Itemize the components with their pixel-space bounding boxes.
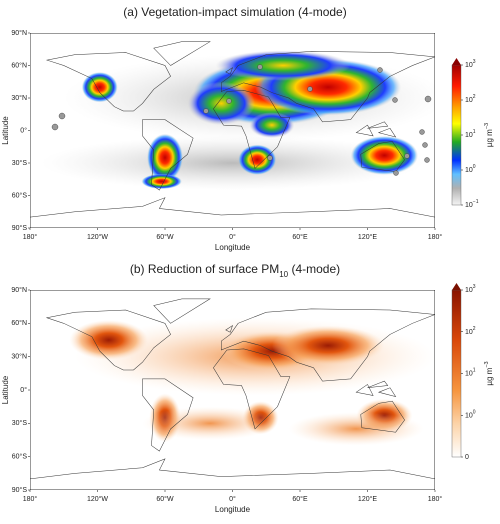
colorbar-tick-label: 102 [465,94,476,104]
text-part: 10 [465,329,473,336]
colorbar-label: µg m−3 [484,361,494,385]
text-script: −3 [484,361,490,367]
text-part: 10 [465,97,473,104]
map-b [30,290,435,490]
colorbar [451,289,462,458]
text-script: 3 [473,284,476,290]
text-script: 0 [473,410,476,416]
y-tick-label: 30°N [11,353,27,361]
y-tick-label: 30°N [11,94,27,102]
y-tick-label: 90°N [11,29,27,37]
y-axis-label: Latitude [1,116,10,145]
x-tick-label: 180° [23,233,38,241]
colorbar-tick-label: 0 [465,454,469,461]
text-part: 10 [465,287,473,294]
x-tick-label: 120°E [358,233,377,241]
y-tick-label: 60°S [12,453,28,461]
y-tick-label: 0° [20,126,27,134]
text-script: 2 [473,94,476,100]
colorbar-arrow [452,283,461,290]
y-tick-label: 60°S [12,191,28,199]
y-tick-label: 60°N [11,319,27,327]
y-axis-label: Latitude [1,375,10,404]
colorbar-tick-label: 103 [465,59,476,69]
x-axis-label: Longitude [215,505,251,514]
text-part: 0 [465,454,469,461]
colorbar-tick-label: 102 [465,326,476,336]
colorbar-tick-label: 100 [465,410,476,420]
x-axis-label: Longitude [215,243,251,252]
colorbar-arrow [452,58,461,65]
text-script: 3 [473,59,476,65]
y-tick-label: 30°S [12,159,28,167]
x-tick-label: 60°W [156,495,174,503]
x-tick-label: 60°E [292,233,308,241]
y-tick-label: 0° [20,386,27,394]
colorbar-tick-label: 101 [465,129,476,139]
panel-title: (b) Reduction of surface PM10 (4-mode) [130,262,340,278]
text-part: 10 [465,370,473,377]
text-script: 2 [473,326,476,332]
text-part: 10 [465,202,473,209]
x-tick-label: 120°W [87,233,108,241]
text-part: µg m [485,367,494,385]
x-tick-label: 60°W [156,233,174,241]
y-tick-label: 60°N [11,61,27,69]
y-tick-label: 90°N [11,286,27,294]
y-tick-label: 30°S [12,419,28,427]
text-part: 10 [465,412,473,419]
text-script: −3 [484,123,490,129]
x-tick-label: 0° [229,495,236,503]
text-script: 10 [279,270,288,279]
text-script: 1 [473,129,476,135]
text-part: (b) Reduction of surface PM [130,262,279,276]
panel-title: (a) Vegetation-impact simulation (4-mode… [123,5,346,19]
text-script: 0 [473,164,476,170]
text-part: 10 [465,167,473,174]
x-tick-label: 120°W [87,495,108,503]
x-tick-label: 180° [428,495,443,503]
y-tick-label: 90°S [12,224,28,232]
text-part: 10 [465,62,473,69]
x-tick-label: 180° [23,495,38,503]
colorbar [451,64,462,206]
x-tick-label: 0° [229,233,236,241]
text-script: −1 [473,199,479,205]
x-tick-label: 120°E [358,495,377,503]
text-script: (4-mode) [288,262,340,276]
colorbar-tick-label: 10−1 [465,199,479,209]
text-script: 1 [473,368,476,374]
colorbar-label: µg m−3 [484,123,494,147]
text-part: µg m [485,129,494,147]
x-tick-label: 60°E [292,495,308,503]
map-a [30,33,435,228]
colorbar-tick-label: 103 [465,284,476,294]
colorbar-tick-label: 101 [465,368,476,378]
text-part: (a) Vegetation-impact simulation (4-mode… [123,5,346,19]
colorbar-tick-label: 100 [465,164,476,174]
text-part: 10 [465,132,473,139]
x-tick-label: 180° [428,233,443,241]
y-tick-label: 90°S [12,486,28,494]
